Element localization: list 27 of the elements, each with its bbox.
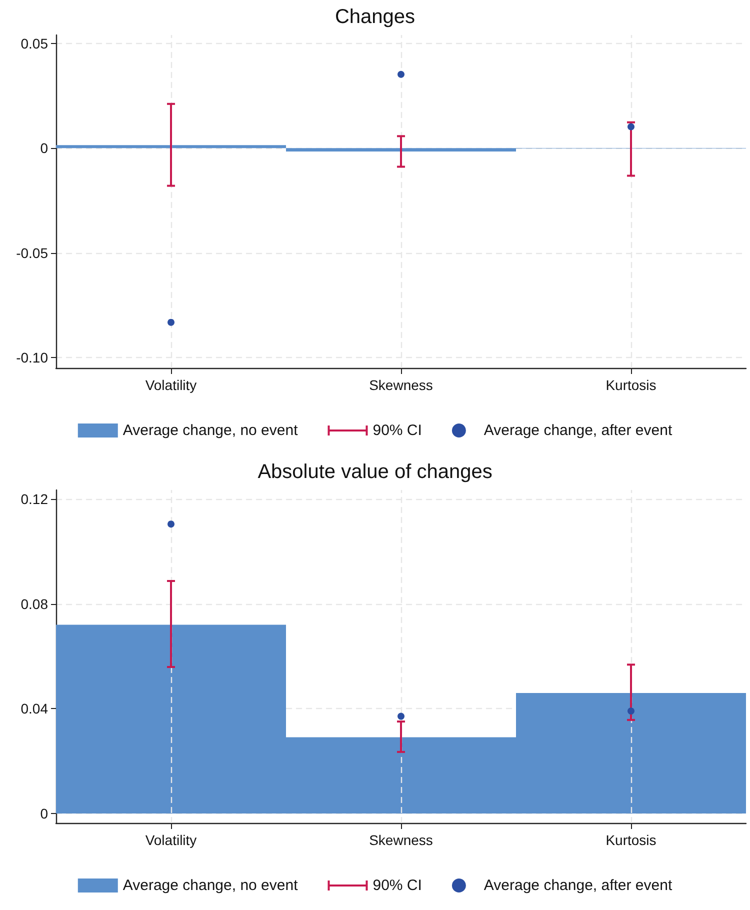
point — [168, 520, 174, 528]
y-tick-label: 0.05 — [20, 35, 48, 52]
legend-label: 90% CI — [372, 422, 422, 439]
legend-label: Average change, after event — [484, 877, 673, 894]
x-tick-label: Kurtosis — [606, 377, 656, 393]
point — [168, 318, 174, 326]
point — [628, 708, 634, 715]
x-tick-label: Volatility — [145, 377, 197, 393]
legend-label: 90% CI — [372, 877, 422, 894]
legend-label: Average change, no event — [122, 422, 299, 439]
y-tick-label: 0.08 — [20, 596, 48, 612]
y-tick-label: 0 — [40, 140, 48, 156]
y-tick-label: 0.12 — [20, 490, 48, 507]
chart-title: Absolute value of changes — [258, 461, 492, 483]
x-tick-label: Skewness — [369, 377, 433, 393]
legend-label: Average change, after event — [484, 422, 673, 439]
x-tick-label: Volatility — [145, 832, 197, 848]
x-tick-label: Kurtosis — [606, 832, 656, 848]
chart-title: Changes — [334, 6, 416, 28]
x-tick-label: Skewness — [369, 832, 433, 848]
y-tick-label: -0.10 — [16, 350, 48, 366]
y-tick-label: 0 — [40, 806, 48, 822]
legend-label: Average change, no event — [122, 877, 299, 894]
y-tick-label: 0.04 — [20, 700, 48, 717]
point — [398, 70, 404, 78]
y-tick-label: -0.05 — [16, 244, 48, 261]
point — [398, 712, 404, 720]
